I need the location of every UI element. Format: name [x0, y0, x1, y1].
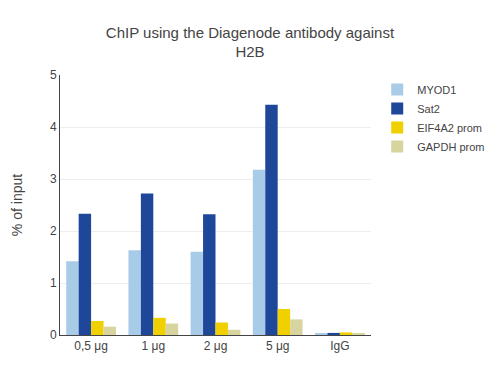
- svg-text:ChIP using the Diagenode antib: ChIP using the Diagenode antibody agains…: [106, 24, 395, 61]
- svg-text:% of input: % of input: [9, 174, 25, 236]
- svg-text:EIF4A2 prom: EIF4A2 prom: [417, 122, 482, 134]
- svg-text:IgG: IgG: [330, 339, 349, 353]
- svg-text:3: 3: [50, 172, 57, 186]
- svg-text:0: 0: [50, 328, 57, 342]
- svg-text:1 μg: 1 μg: [141, 339, 165, 353]
- svg-text:2: 2: [50, 224, 57, 238]
- svg-text:4: 4: [50, 120, 57, 134]
- svg-text:MYOD1: MYOD1: [417, 84, 456, 96]
- svg-text:1: 1: [50, 276, 57, 290]
- svg-text:5 μg: 5 μg: [266, 339, 290, 353]
- svg-text:5: 5: [50, 68, 57, 82]
- svg-text:Sat2: Sat2: [417, 103, 440, 115]
- svg-text:2 μg: 2 μg: [204, 339, 228, 353]
- svg-text:0,5 μg: 0,5 μg: [74, 339, 108, 353]
- svg-text:GAPDH prom: GAPDH prom: [417, 141, 484, 153]
